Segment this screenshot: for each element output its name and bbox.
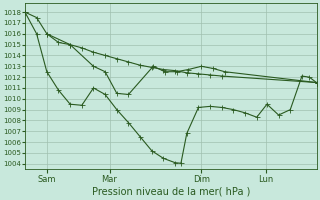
X-axis label: Pression niveau de la mer( hPa ): Pression niveau de la mer( hPa ) (92, 187, 250, 197)
